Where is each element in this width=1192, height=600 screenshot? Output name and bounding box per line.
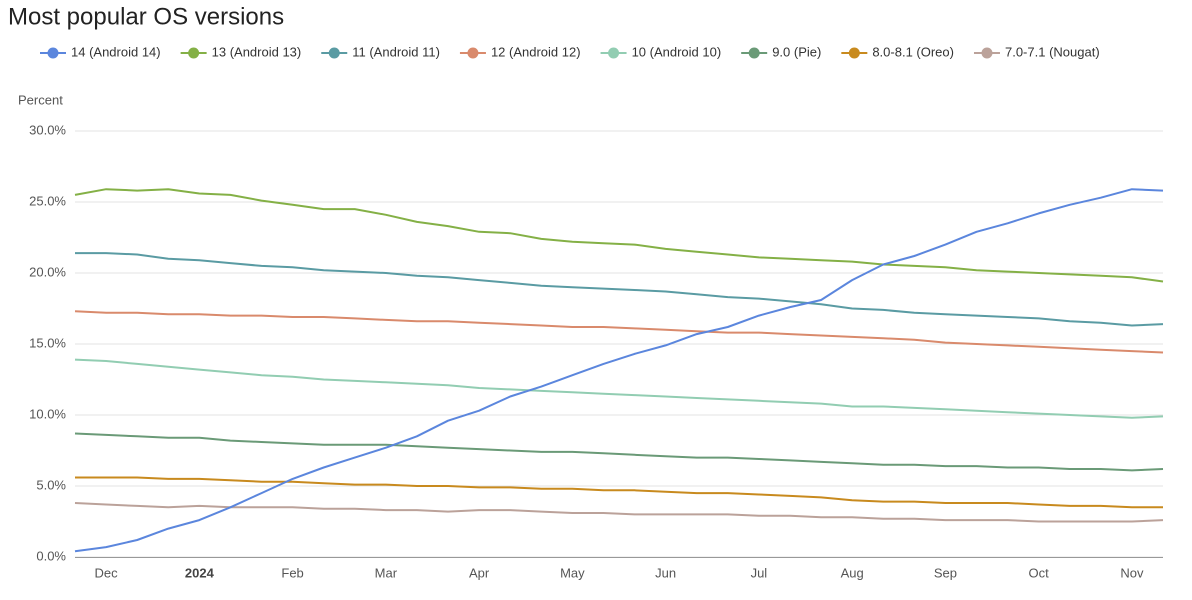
series-line <box>74 188 1164 283</box>
x-tick-label: Mar <box>375 565 398 580</box>
legend-swatch-marker <box>188 47 200 59</box>
x-tick-label: Oct <box>1029 565 1050 580</box>
legend-swatch-marker <box>467 47 479 59</box>
series-line <box>74 310 1164 354</box>
y-tick-label: 30.0% <box>29 122 66 137</box>
legend-swatch-marker <box>981 47 993 59</box>
y-tick-label: 5.0% <box>36 477 66 492</box>
legend-item[interactable]: 10 (Android 10) <box>600 44 722 59</box>
series-line <box>74 188 1164 553</box>
x-tick-label: Apr <box>469 565 490 580</box>
x-tick-label: Jul <box>751 565 768 580</box>
legend-item[interactable]: 11 (Android 11) <box>321 44 440 59</box>
series-line <box>75 476 1163 509</box>
series-line <box>74 432 1164 472</box>
y-tick-label: 10.0% <box>29 406 66 421</box>
x-tick-label: Dec <box>95 565 119 580</box>
legend-item[interactable]: 13 (Android 13) <box>180 44 302 59</box>
legend-label: 8.0-8.1 (Oreo) <box>872 44 954 59</box>
legend-label: 9.0 (Pie) <box>772 44 821 59</box>
y-tick-label: 25.0% <box>29 193 66 208</box>
series-line <box>74 502 1164 523</box>
legend-label: 13 (Android 13) <box>212 44 302 59</box>
legend-label: 11 (Android 11) <box>352 44 440 59</box>
legend-label: 7.0-7.1 (Nougat) <box>1005 44 1100 59</box>
legend-label: 14 (Android 14) <box>71 44 161 59</box>
x-tick-label: Jun <box>655 565 676 580</box>
legend-item[interactable]: 8.0-8.1 (Oreo) <box>841 44 954 59</box>
legend-swatch-marker <box>328 47 340 59</box>
y-tick-label: 0.0% <box>36 548 66 563</box>
legend-item[interactable]: 14 (Android 14) <box>40 44 161 59</box>
legend-swatch-marker <box>47 47 59 59</box>
x-tick-label: 2024 <box>185 565 215 580</box>
x-tick-label: Sep <box>934 565 957 580</box>
chart-title: Most popular OS versions <box>8 3 284 30</box>
y-tick-label: 20.0% <box>29 264 66 279</box>
series-line <box>74 358 1164 419</box>
x-tick-label: Nov <box>1120 565 1144 580</box>
legend-item[interactable]: 9.0 (Pie) <box>741 44 821 59</box>
x-tick-label: Feb <box>281 565 303 580</box>
x-tick-label: May <box>560 565 585 580</box>
x-tick-label: Aug <box>841 565 864 580</box>
legend-item[interactable]: 12 (Android 12) <box>459 44 581 59</box>
series-line <box>75 252 1164 327</box>
y-axis-label: Percent <box>18 92 63 107</box>
legend-swatch-marker <box>608 47 620 59</box>
legend-swatch-marker <box>848 47 860 59</box>
y-tick-label: 15.0% <box>29 335 66 350</box>
legend-item[interactable]: 7.0-7.1 (Nougat) <box>973 44 1100 59</box>
legend-label: 12 (Android 12) <box>491 44 581 59</box>
legend-label: 10 (Android 10) <box>632 44 722 59</box>
legend-swatch-marker <box>748 47 760 59</box>
